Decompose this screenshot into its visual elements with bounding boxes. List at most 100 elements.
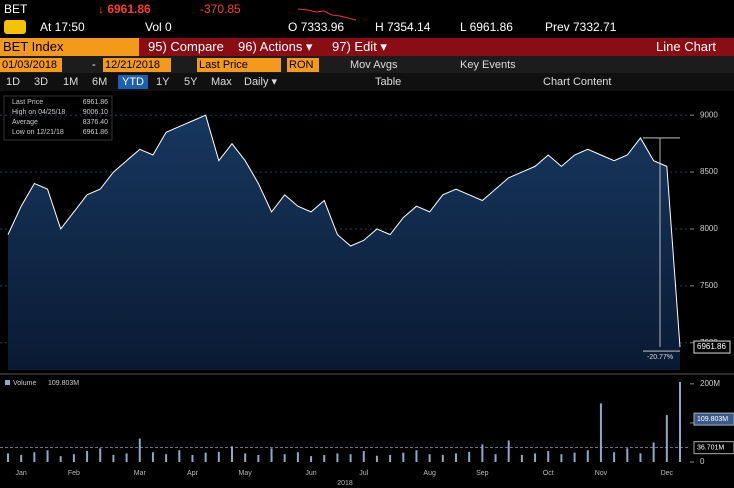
y-tick-label: 8000 — [700, 224, 718, 233]
volume-bar — [349, 454, 352, 462]
volume-bar — [665, 415, 668, 462]
volume-label: 36.701M — [697, 445, 724, 452]
volume-bar — [441, 454, 444, 462]
volume-bar — [494, 454, 497, 462]
y-tick-label: 200M — [700, 379, 720, 388]
x-tick-label: Mar — [134, 470, 147, 477]
legend-value: 9006.10 — [83, 109, 108, 116]
last-price: ↓ 6961.86 — [98, 2, 151, 16]
volume-bar — [455, 453, 457, 462]
legend-label: Volume — [13, 380, 36, 387]
legend-label: Average — [12, 119, 38, 126]
volume-label-box — [693, 441, 734, 455]
tab[interactable]: Chart Content — [543, 76, 612, 88]
volume-bar — [389, 454, 392, 462]
field-select[interactable]: Last Price — [197, 58, 281, 72]
volume-bar — [204, 452, 207, 462]
volume-bar — [310, 456, 313, 462]
currency-select[interactable]: RON — [287, 58, 319, 72]
volume-bar — [151, 452, 154, 462]
open: O 7333.96 — [288, 20, 345, 34]
y-tick-label: 7500 — [700, 281, 718, 290]
time: At 17:50 — [40, 20, 85, 34]
volume-bar — [599, 403, 602, 462]
volume-bar — [20, 454, 23, 462]
tab[interactable]: YTD — [118, 75, 148, 89]
volume-bar — [573, 452, 576, 462]
price-area — [8, 115, 680, 370]
drawdown-label: -20.77% — [647, 354, 673, 361]
volume-bar — [99, 448, 102, 462]
volume-bar — [72, 454, 75, 462]
end-date[interactable]: 12/21/2018 — [103, 58, 171, 72]
tab[interactable]: 1M — [63, 76, 79, 88]
legend-label: Last Price — [12, 99, 43, 106]
tab[interactable]: 3D — [34, 76, 49, 88]
x-axis-label: 2018 — [337, 480, 353, 487]
volume-bar — [7, 453, 9, 462]
mov-avgs[interactable]: Mov Avgs — [350, 59, 398, 71]
sparkline — [298, 8, 357, 21]
security-field[interactable]: BET Index — [0, 38, 139, 56]
x-tick-label: Jul — [359, 470, 368, 477]
x-tick-label: Jan — [16, 470, 27, 477]
volume-bar — [231, 446, 233, 462]
start-date[interactable]: 01/03/2018 — [0, 58, 62, 72]
menu-item[interactable]: 96) Actions ▾ — [238, 39, 313, 54]
view-title: Line Chart — [656, 39, 716, 54]
volume-bar — [59, 456, 62, 462]
prev-close: Prev 7332.71 — [545, 20, 617, 34]
volume-bar — [626, 448, 629, 462]
exchange-icon — [4, 20, 26, 34]
volume-bar — [191, 454, 194, 462]
legend-label: Low on 12/21/18 — [12, 129, 64, 136]
x-tick-label: Dec — [661, 470, 674, 477]
x-tick-label: Apr — [187, 470, 199, 477]
menu-item[interactable]: 97) Edit ▾ — [332, 39, 387, 54]
x-tick-label: Jun — [305, 470, 316, 477]
volume-bar — [323, 454, 326, 462]
volume-bar — [679, 381, 681, 462]
tab[interactable]: 1D — [6, 76, 21, 88]
x-tick-label: Feb — [68, 470, 80, 477]
tab[interactable]: Max — [211, 76, 232, 88]
tab[interactable]: Daily ▾ — [244, 76, 278, 88]
volume-bar — [481, 444, 484, 462]
legend-label: High on 04/25/18 — [12, 109, 65, 116]
control-bar — [0, 56, 734, 73]
x-tick-label: Sep — [476, 470, 489, 477]
y-tick-label: 0 — [700, 457, 705, 466]
last-value-box — [693, 340, 731, 354]
legend-swatch — [5, 380, 10, 385]
volume-bar — [270, 448, 273, 462]
tab[interactable]: Table — [375, 76, 402, 88]
volume-label-box — [693, 412, 734, 426]
menu-item[interactable]: 95) Compare — [148, 39, 224, 54]
last-value-label: 6961.86 — [697, 342, 726, 351]
volume-bar — [336, 453, 339, 462]
volume-bar — [402, 452, 405, 462]
volume-bar — [217, 451, 220, 462]
low: L 6961.86 — [460, 20, 513, 34]
legend-box — [3, 95, 113, 141]
volume-bar — [586, 450, 589, 462]
tab-bar — [0, 73, 734, 91]
volume-bar — [296, 452, 299, 462]
volume-bar — [257, 454, 260, 462]
volume-bar — [534, 453, 537, 462]
volume-bar — [468, 451, 471, 462]
legend-value: 109.803M — [48, 380, 79, 387]
tab[interactable]: 6M — [92, 76, 108, 88]
tab[interactable]: 1Y — [156, 76, 170, 88]
volume-bar — [547, 451, 550, 462]
volume-bar — [86, 451, 89, 462]
net-change: -370.85 — [200, 2, 241, 16]
volume-bar — [244, 453, 247, 462]
y-tick-label: 8500 — [700, 167, 718, 176]
tab[interactable]: 5Y — [184, 76, 198, 88]
x-tick-label: May — [239, 470, 253, 477]
key-events[interactable]: Key Events — [460, 59, 516, 71]
volume-bar — [46, 450, 49, 462]
volume-bar — [415, 450, 418, 462]
volume-bar — [652, 442, 655, 462]
